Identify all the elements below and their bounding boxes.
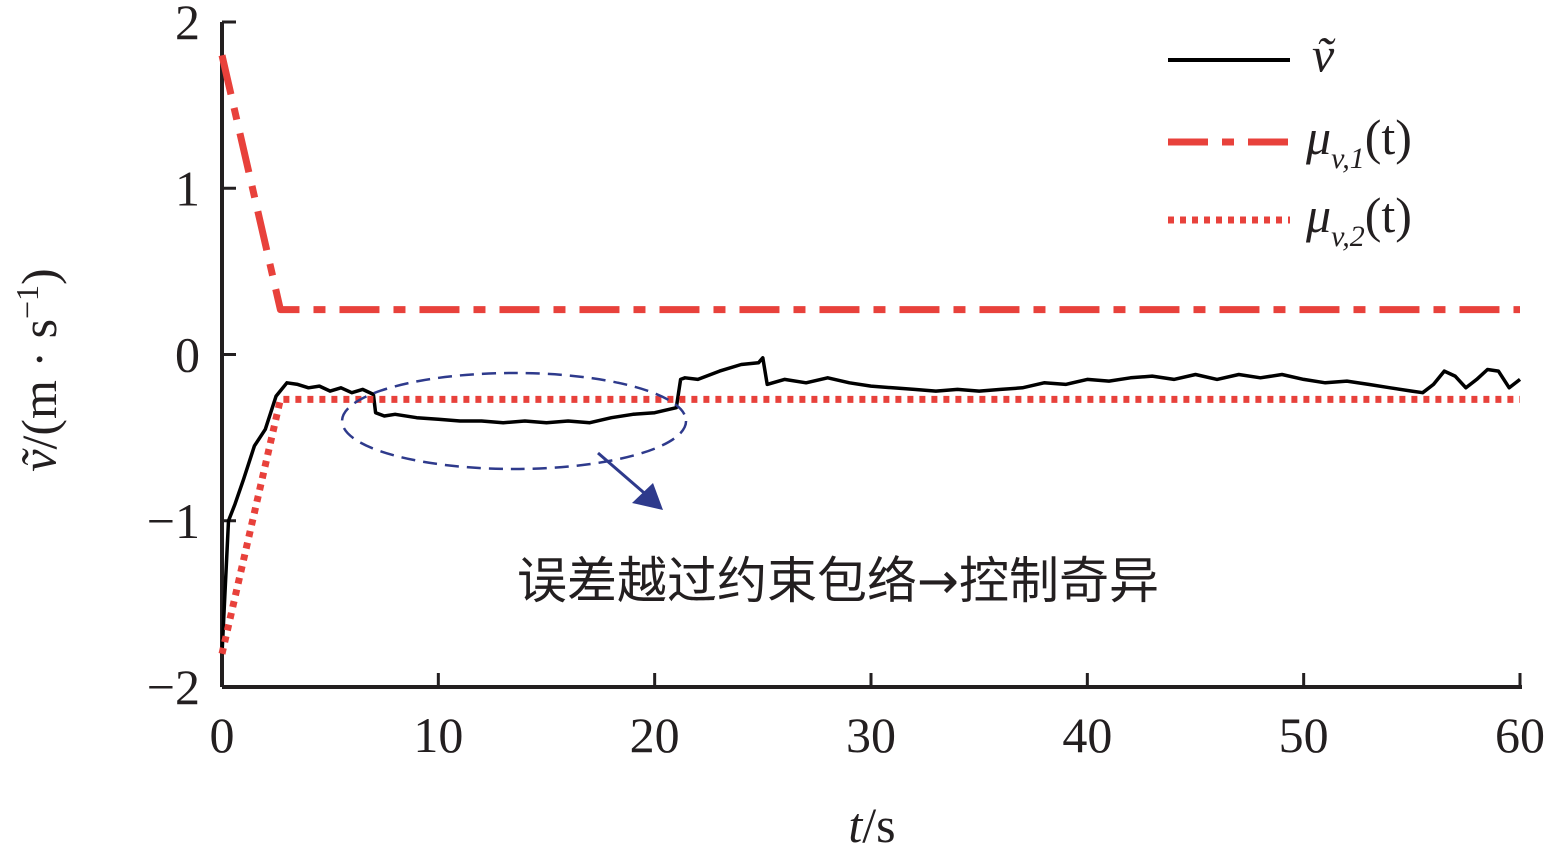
legend-label-mu-v1: μv,1(t) <box>1305 109 1412 175</box>
y-tick-label: 1 <box>175 160 200 216</box>
series-line-2 <box>218 395 1520 655</box>
x-tick-label: 60 <box>1495 707 1545 763</box>
series-line-1 <box>218 54 1520 314</box>
x-tick-label: 20 <box>630 707 680 763</box>
legend-label-v-tilde: ṽ <box>1312 27 1336 83</box>
legend: ṽ μv,1(t) μv,2(t) <box>1168 27 1412 253</box>
x-tick-label: 40 <box>1062 707 1112 763</box>
annotation-ellipse <box>340 371 688 471</box>
x-tick-label: 50 <box>1279 707 1329 763</box>
legend-label-mu-v2: μv,2(t) <box>1305 187 1412 253</box>
y-tick-label: −2 <box>147 659 200 715</box>
y-axis-label: ṽ/(m · s−1) <box>9 268 67 471</box>
x-tick-label: 30 <box>846 707 896 763</box>
series-line-0 <box>220 356 1522 654</box>
x-axis-label: t/s <box>848 797 895 845</box>
y-tick-label: 0 <box>175 327 200 383</box>
x-tick-label: 10 <box>413 707 463 763</box>
annotation: 误差越过约束包络→控制奇异 <box>340 371 1159 610</box>
y-tick-label: 2 <box>175 0 200 50</box>
series-layer <box>218 54 1522 655</box>
annotation-arrowhead <box>632 483 663 510</box>
annotation-text: 误差越过约束包络→控制奇异 <box>517 552 1159 610</box>
y-ticks: 2 1 0 −1 −2 <box>147 0 236 715</box>
x-tick-label: 0 <box>210 707 235 763</box>
annotation-arrow <box>597 451 651 500</box>
y-tick-label: −1 <box>147 493 200 549</box>
x-ticks: 0 10 20 30 40 50 60 <box>210 673 1545 763</box>
